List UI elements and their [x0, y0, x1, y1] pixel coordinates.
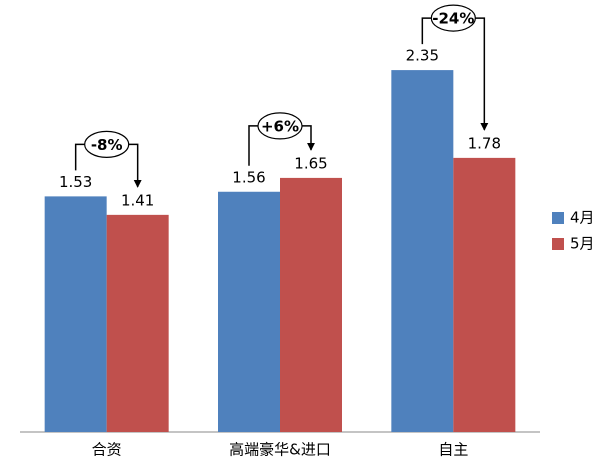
bar: [280, 177, 342, 432]
data-label: 1.41: [121, 191, 154, 209]
legend-label: 4月: [570, 209, 595, 227]
legend-swatch: [552, 238, 564, 250]
annotation-bubble: [257, 112, 303, 140]
legend-label: 5月: [570, 235, 595, 253]
data-label: 1.53: [59, 173, 92, 191]
bar: [218, 191, 280, 432]
x-tick-label: 自主: [438, 441, 468, 459]
bar: [453, 157, 516, 432]
bar: [391, 70, 454, 432]
legend-swatch: [552, 212, 564, 224]
data-label: 1.65: [294, 154, 327, 172]
annotation-bubble: [84, 130, 130, 158]
annotation-bubble: [430, 4, 476, 32]
annotation: -24%: [432, 10, 474, 28]
data-label: 2.35: [406, 47, 439, 65]
bar: [44, 196, 107, 432]
data-label: 1.78: [468, 134, 501, 152]
x-tick-label: 高端豪华&进口: [229, 441, 331, 459]
bar: [106, 214, 169, 432]
annotation: +6%: [261, 117, 299, 135]
x-tick-label: 合资: [92, 441, 122, 459]
data-label: 1.56: [232, 168, 265, 186]
annotation: -8%: [91, 136, 123, 154]
